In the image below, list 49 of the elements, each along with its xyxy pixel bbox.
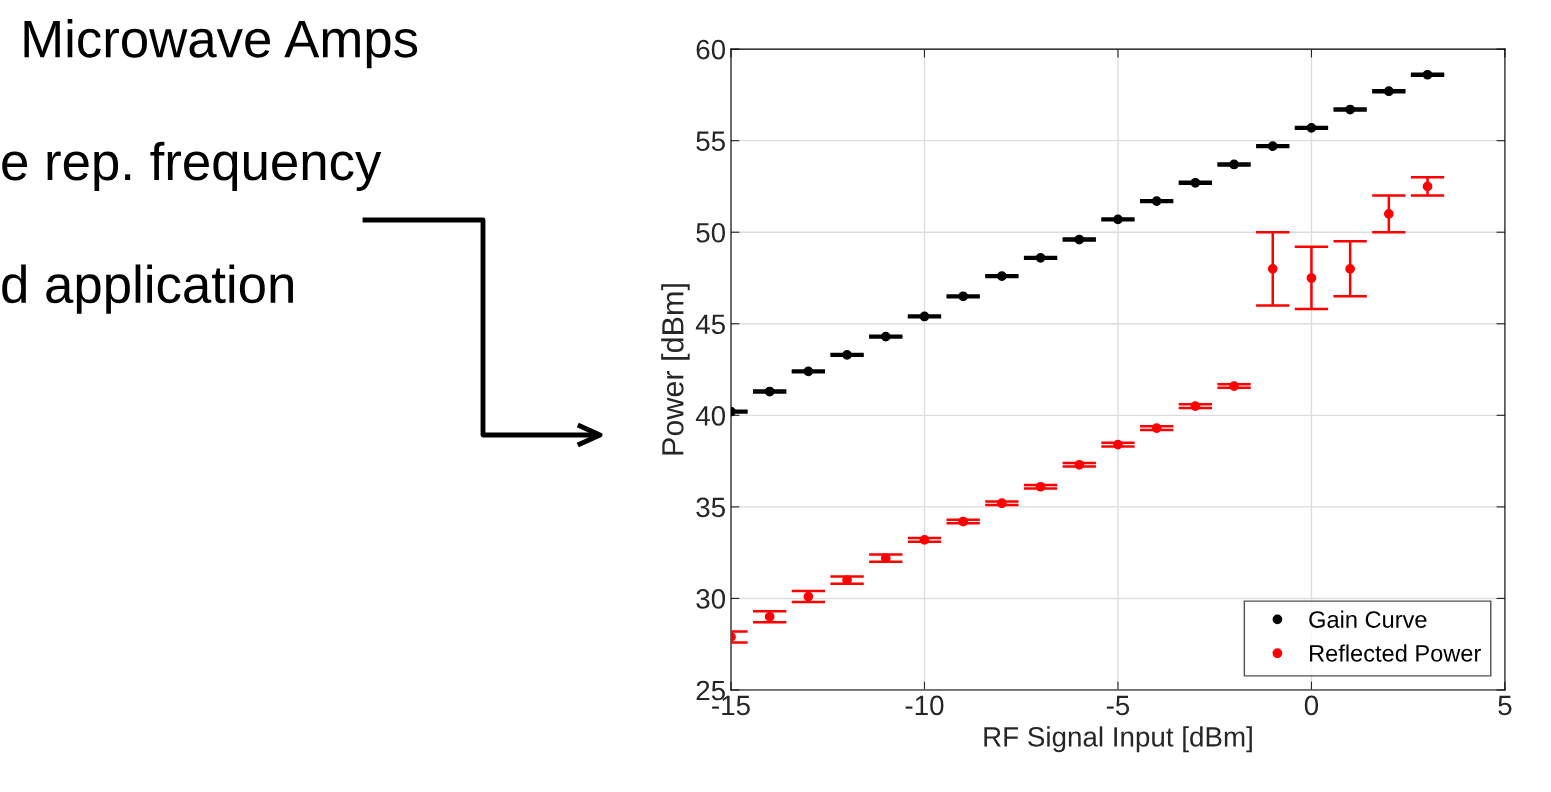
- point: [997, 271, 1007, 282]
- text: d application: [2, 264, 293, 314]
- x-tick-label: 5: [1498, 695, 1512, 716]
- point: [1267, 141, 1278, 152]
- point: [1113, 214, 1123, 225]
- point: [958, 516, 969, 527]
- point: [1035, 252, 1046, 263]
- legend-label: Reflected Power: [1310, 644, 1481, 662]
- y-tick-label: 30: [696, 589, 726, 609]
- point: [842, 350, 852, 360]
- point: [1383, 86, 1394, 97]
- point: [803, 591, 814, 602]
- point: [1190, 401, 1201, 412]
- point: [1383, 209, 1394, 219]
- point: [1267, 263, 1278, 274]
- point: [1229, 159, 1239, 170]
- point: [1074, 234, 1085, 245]
- point: [803, 366, 814, 377]
- point: [1345, 263, 1356, 274]
- point: [1345, 104, 1356, 115]
- point: [1151, 423, 1162, 434]
- y-tick-label: 45: [695, 314, 725, 335]
- text: Microwave Amps: [24, 18, 418, 69]
- y-axis-title: Power [dBm]: [661, 284, 690, 455]
- point: [880, 331, 891, 342]
- point: [1074, 459, 1085, 470]
- point: [1035, 481, 1046, 492]
- point: [1422, 181, 1433, 192]
- point: [919, 311, 930, 322]
- point: [764, 386, 775, 397]
- point: [1306, 273, 1317, 283]
- point: [958, 291, 969, 302]
- y-tick-label: 35: [696, 497, 725, 518]
- text: e rep. frequency: [2, 141, 382, 191]
- x-tick-label: 0: [1304, 695, 1319, 716]
- y-tick-label: 40: [695, 405, 726, 426]
- y-tick-label: 55: [696, 131, 725, 151]
- point: [1151, 196, 1162, 206]
- x-tick-label: -5: [1106, 695, 1130, 716]
- point: [1306, 122, 1317, 133]
- y-tick-label: 50: [696, 222, 726, 243]
- y-tick-label: 60: [696, 39, 726, 60]
- point: [1190, 177, 1201, 188]
- point: [919, 534, 930, 545]
- legend-label: Gain Curve: [1309, 610, 1427, 628]
- x-axis-title: RF Signal Input [dBm]: [984, 726, 1252, 753]
- x-tick-label: -10: [905, 695, 944, 716]
- point: [1422, 69, 1433, 80]
- point: [764, 611, 775, 622]
